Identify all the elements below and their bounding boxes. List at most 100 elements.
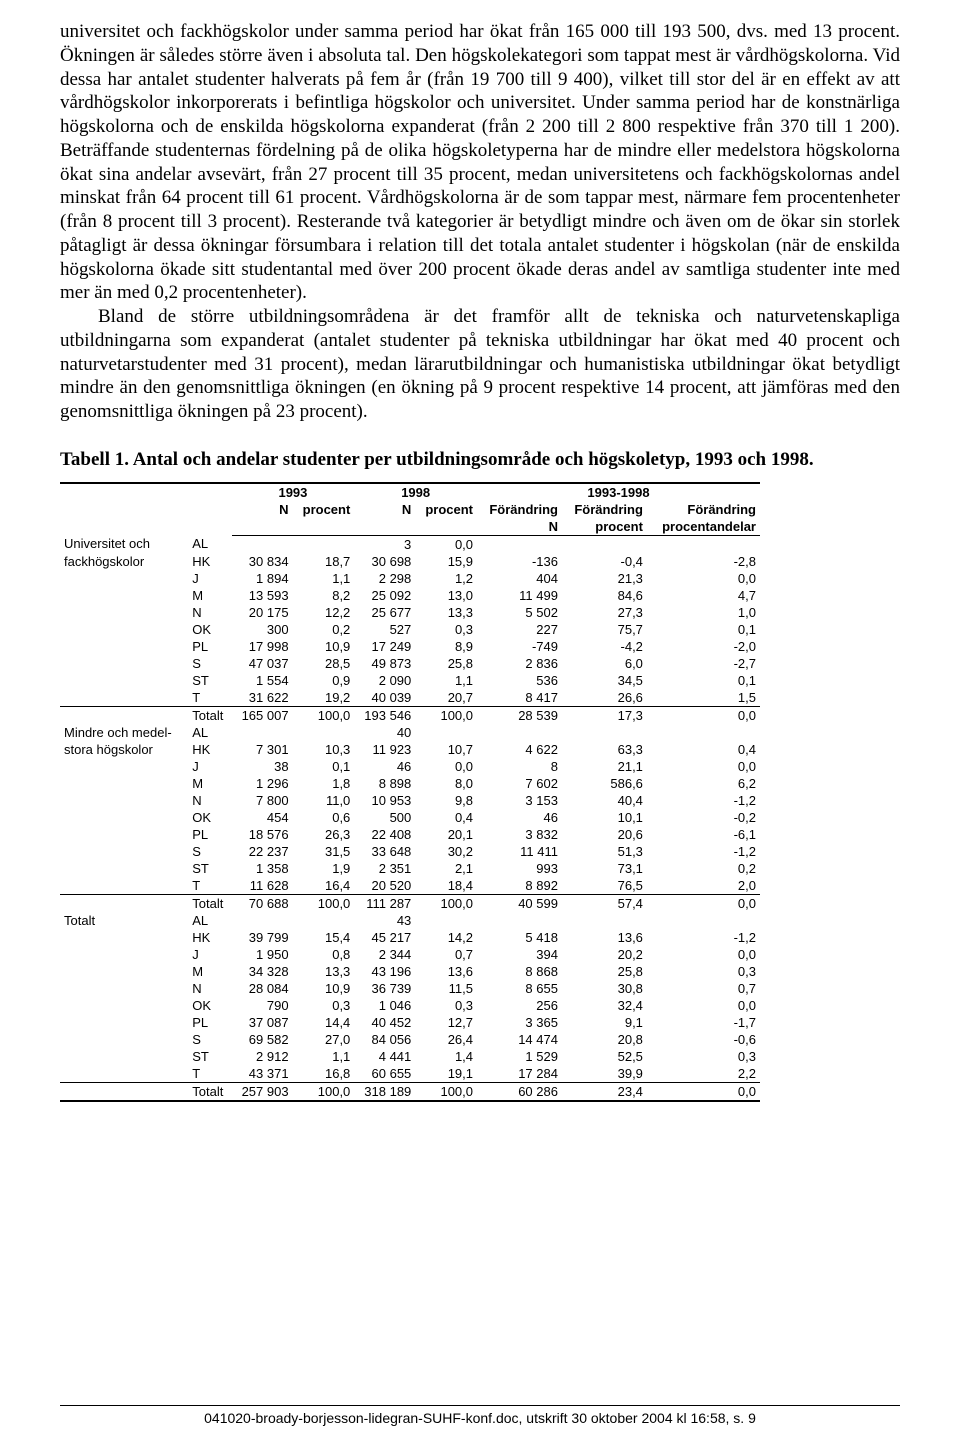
cell: 18,7	[293, 553, 355, 570]
cell: 26,4	[415, 1031, 477, 1048]
cell: 25 677	[354, 604, 415, 621]
cell: 19,1	[415, 1065, 477, 1083]
cell: 8 892	[477, 877, 562, 895]
cell: 10,1	[562, 809, 647, 826]
cell: 256	[477, 997, 562, 1014]
col-n-1: N	[232, 501, 293, 518]
cell: 28,5	[293, 655, 355, 672]
cell: -2,7	[647, 655, 760, 672]
cell: 2 912	[232, 1048, 293, 1065]
cell: 0,4	[415, 809, 477, 826]
cell: 34 328	[232, 963, 293, 980]
col-1998: 1998	[354, 483, 477, 501]
cell	[293, 535, 355, 553]
table-row: S22 23731,533 64830,211 41151,3-1,2	[60, 843, 760, 860]
cell: Totalt	[188, 1082, 231, 1101]
cell: 0,1	[647, 672, 760, 689]
cell: 31 622	[232, 689, 293, 707]
cell: 0,4	[647, 741, 760, 758]
cell: 165 007	[232, 706, 293, 724]
cell: 52,5	[562, 1048, 647, 1065]
cell: 5 418	[477, 929, 562, 946]
cell: Totalt	[188, 894, 231, 912]
cell: 9,1	[562, 1014, 647, 1031]
cell: 20,1	[415, 826, 477, 843]
page-footer: 041020-broady-borjesson-lidegran-SUHF-ko…	[60, 1405, 900, 1426]
cell	[232, 724, 293, 741]
cell	[232, 535, 293, 553]
cell: 37 087	[232, 1014, 293, 1031]
col-dn-sub: N	[477, 518, 562, 536]
table-row: ST1 3581,92 3512,199373,10,2	[60, 860, 760, 877]
cell: 14,4	[293, 1014, 355, 1031]
cell: 63,3	[562, 741, 647, 758]
cell: 3 832	[477, 826, 562, 843]
cell: 227	[477, 621, 562, 638]
cell: 1,2	[415, 570, 477, 587]
cell: 394	[477, 946, 562, 963]
table-row: S47 03728,549 87325,82 8366,0-2,7	[60, 655, 760, 672]
cell: 15,9	[415, 553, 477, 570]
table-row: M1 2961,88 8988,07 602586,66,2	[60, 775, 760, 792]
cell: 40 599	[477, 894, 562, 912]
cell: 0,8	[293, 946, 355, 963]
page: universitet och fackhögskolor under samm…	[0, 0, 960, 1446]
cell: 19,2	[293, 689, 355, 707]
cell: -749	[477, 638, 562, 655]
cell: 0,0	[647, 894, 760, 912]
cell: 60 655	[354, 1065, 415, 1083]
cell: 11 499	[477, 587, 562, 604]
cell: HK	[188, 741, 231, 758]
cell: 4 441	[354, 1048, 415, 1065]
cell: 17 284	[477, 1065, 562, 1083]
cell: 15,4	[293, 929, 355, 946]
cell: 16,4	[293, 877, 355, 895]
cell: 11,5	[415, 980, 477, 997]
cell: 23,4	[562, 1082, 647, 1101]
cell	[293, 912, 355, 929]
group-label: Mindre och medel-	[60, 724, 188, 741]
cell: 7 301	[232, 741, 293, 758]
cell	[562, 912, 647, 929]
table-row: OK7900,31 0460,325632,40,0	[60, 997, 760, 1014]
cell: 100,0	[415, 706, 477, 724]
cell: 49 873	[354, 655, 415, 672]
cell: AL	[188, 535, 231, 553]
cell: 7 602	[477, 775, 562, 792]
cell: 193 546	[354, 706, 415, 724]
table-head: 1993 1998 1993-1998 N procent N procent …	[60, 483, 760, 536]
cell: 8 868	[477, 963, 562, 980]
cell: 40 039	[354, 689, 415, 707]
col-da: Förändring	[647, 501, 760, 518]
cell: 454	[232, 809, 293, 826]
cell: S	[188, 655, 231, 672]
table-title: Tabell 1. Antal och andelar studenter pe…	[110, 448, 900, 472]
cell: 47 037	[232, 655, 293, 672]
cell: 18,4	[415, 877, 477, 895]
cell: 30,2	[415, 843, 477, 860]
cell: 1 046	[354, 997, 415, 1014]
cell: S	[188, 1031, 231, 1048]
cell: 11 923	[354, 741, 415, 758]
col-n-2: N	[354, 501, 415, 518]
col-1993: 1993	[232, 483, 355, 501]
cell: 8 898	[354, 775, 415, 792]
table-row: PL37 08714,440 45212,73 3659,1-1,7	[60, 1014, 760, 1031]
table-row: OK3000,25270,322775,70,1	[60, 621, 760, 638]
cell: M	[188, 963, 231, 980]
cell: 1,1	[293, 570, 355, 587]
cell: 0,3	[415, 997, 477, 1014]
cell: 10,3	[293, 741, 355, 758]
cell: 2 351	[354, 860, 415, 877]
cell: 1,9	[293, 860, 355, 877]
group-label: Totalt	[60, 912, 188, 929]
cell: -2,0	[647, 638, 760, 655]
cell: 75,7	[562, 621, 647, 638]
cell: 100,0	[415, 1082, 477, 1101]
cell: 0,6	[293, 809, 355, 826]
cell: 28 539	[477, 706, 562, 724]
table-row: J380,1460,0821,10,0	[60, 758, 760, 775]
cell: AL	[188, 912, 231, 929]
cell: ST	[188, 860, 231, 877]
cell: 18 576	[232, 826, 293, 843]
